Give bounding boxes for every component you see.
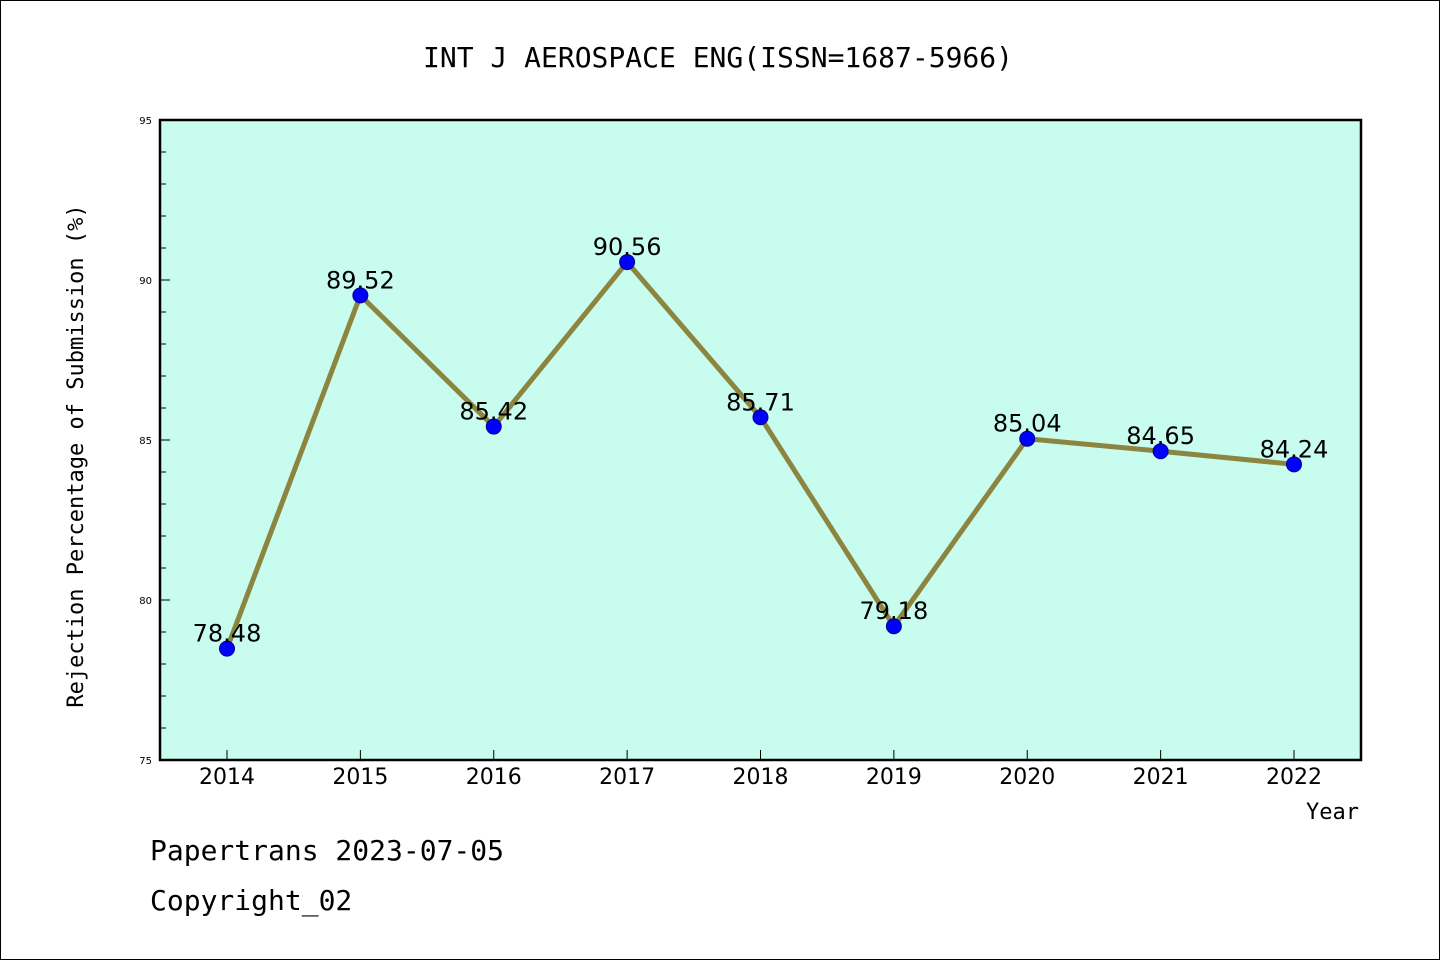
data-markers: [219, 254, 1302, 657]
data-label: 85.42: [459, 398, 528, 426]
x-tick-label: 2022: [1266, 765, 1322, 790]
y-tick-label: 90: [139, 276, 152, 287]
data-point: [485, 418, 502, 435]
x-tick-label: 2019: [866, 765, 922, 790]
data-point: [1152, 443, 1169, 460]
data-label: 85.04: [993, 410, 1062, 438]
y-axis-title: Rejection Percentage of Submission (%): [64, 204, 89, 707]
y-tick-label: 75: [139, 756, 152, 767]
data-point: [1286, 456, 1302, 473]
data-label: 78.48: [193, 620, 262, 648]
y-axis: 75 80 85 90 95: [139, 116, 170, 767]
data-point: [752, 409, 769, 426]
data-label: 84.65: [1126, 422, 1195, 450]
y-tick-label: 95: [139, 116, 152, 127]
data-point: [885, 618, 902, 635]
x-axis: 2014 2015 2016 2017 2018 2019 2020 2021 2022: [199, 750, 1322, 790]
data-point: [1019, 430, 1036, 447]
x-tick-label: 2018: [733, 765, 789, 790]
y-tick-label: 85: [139, 436, 152, 447]
data-point: [219, 640, 235, 657]
chart-title: INT J AEROSPACE ENG(ISSN=1687-5966): [423, 41, 1013, 74]
data-label: 84.24: [1260, 435, 1329, 463]
x-tick-label: 2021: [1133, 765, 1189, 790]
footer-copyright: Copyright_02: [150, 884, 353, 917]
y-tick-label: 80: [139, 596, 152, 607]
data-label: 85.71: [726, 388, 795, 416]
x-axis-title: Year: [1306, 800, 1359, 825]
data-label: 90.56: [593, 233, 662, 261]
x-tick-label: 2017: [599, 765, 655, 790]
data-label: 79.18: [860, 597, 929, 625]
x-tick-label: 2016: [466, 765, 522, 790]
data-point: [352, 287, 369, 304]
data-label: 89.52: [326, 266, 395, 294]
plot-area: [158, 118, 1363, 762]
data-point: [619, 254, 636, 271]
data-labels: 78.48 89.52 85.42 90.56 85.71 79.18 85.04 84.65…: [193, 233, 1329, 648]
x-tick-label: 2020: [999, 765, 1055, 790]
x-tick-label: 2014: [199, 765, 255, 790]
x-tick-label: 2015: [332, 765, 388, 790]
footer-source: Papertrans 2023-07-05: [150, 834, 505, 867]
